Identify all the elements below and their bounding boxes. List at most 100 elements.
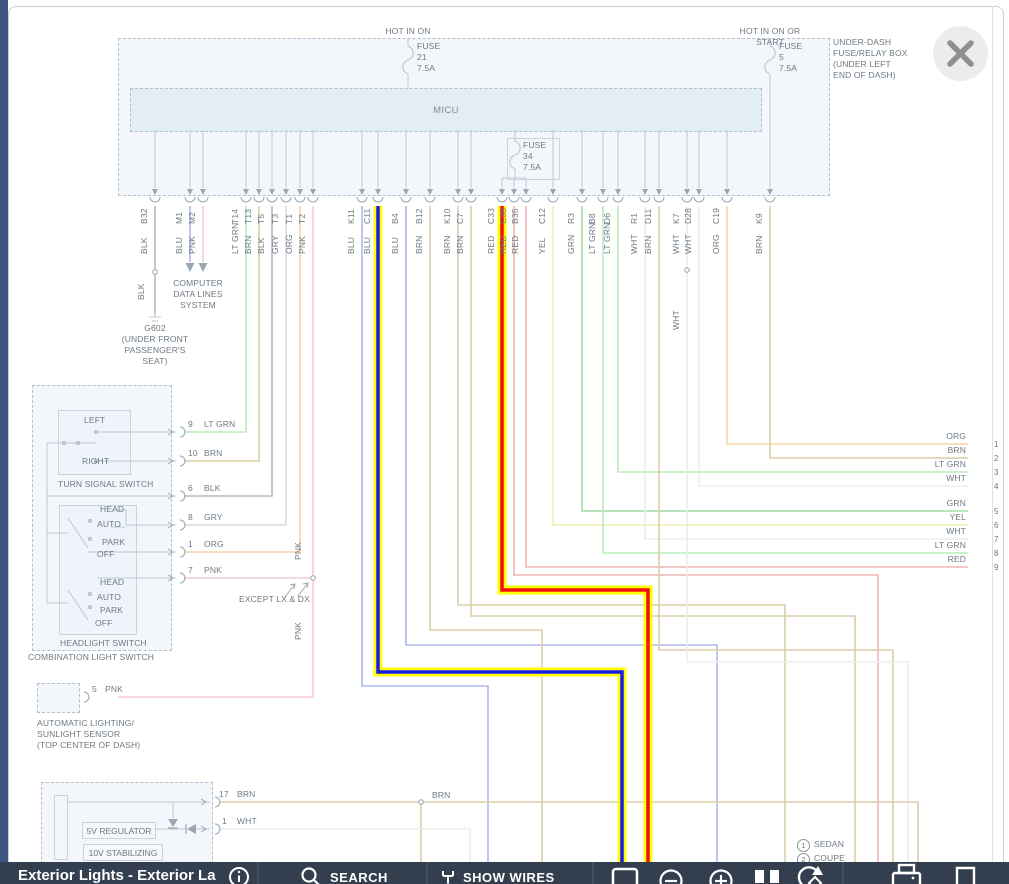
connector-pin-label: B12 bbox=[414, 208, 424, 224]
connector-color-label: BRN bbox=[754, 235, 764, 254]
left-pin-color: LT GRN bbox=[204, 419, 236, 429]
reset-view-button[interactable] bbox=[788, 862, 840, 884]
micu-label: MICU bbox=[433, 104, 459, 116]
connector-pin-label: K11 bbox=[346, 209, 356, 224]
connector-pin-label: K10 bbox=[442, 208, 452, 224]
bottom-toolbar: Exterior Lights - Exterior La SEARCH SHO… bbox=[0, 862, 1009, 884]
connector-color-label: LT GRN bbox=[230, 222, 240, 254]
right-exit-color: LT GRN bbox=[934, 459, 966, 469]
switch-position-label: OFF bbox=[95, 618, 113, 628]
search-button-label: SEARCH bbox=[330, 870, 388, 884]
right-exit-number: 5 bbox=[994, 507, 999, 516]
connector-color-label: WHT bbox=[671, 234, 681, 254]
regulator-10v-label: 10V STABILIZING bbox=[88, 847, 158, 858]
zoom-out-button[interactable] bbox=[648, 862, 698, 884]
connector-pin-label: D11 bbox=[643, 208, 653, 224]
right-exit-color: BRN bbox=[947, 445, 966, 455]
connector-pin-label: T1 bbox=[284, 213, 294, 224]
connector-pin-label: C12 bbox=[537, 207, 547, 224]
connector-color-label: BLU bbox=[346, 237, 356, 254]
right-exit-number: 7 bbox=[994, 535, 999, 544]
switch-position-label: PARK bbox=[102, 537, 126, 547]
diagram-right-rule bbox=[992, 6, 993, 862]
pnk-wire-label-upper: PNK bbox=[293, 542, 303, 560]
connector-color-label: BRN bbox=[643, 235, 653, 254]
connector-pin-label: D28 bbox=[683, 207, 693, 224]
wht-wire-label: WHT bbox=[671, 310, 681, 330]
left-pin-number: 7 bbox=[188, 565, 193, 575]
computer-data-lines-label: COMPUTER DATA LINES SYSTEM bbox=[173, 278, 223, 310]
connector-color-label: BRN bbox=[243, 235, 253, 254]
connector-color-label: BLK bbox=[256, 237, 266, 254]
micu-box: MICU bbox=[130, 88, 762, 132]
pin1-color: WHT bbox=[237, 816, 257, 826]
right-exit-color: YEL bbox=[949, 512, 966, 522]
pnk-wire-label-lower: PNK bbox=[293, 622, 303, 640]
regulator-10v-box: 10V STABILIZING bbox=[83, 844, 163, 861]
left-pin-number: 1 bbox=[188, 539, 193, 549]
zoom-in-button[interactable] bbox=[698, 862, 745, 884]
right-exit-number: 3 bbox=[994, 468, 999, 477]
except-lx-dx-note: EXCEPT LX & DX bbox=[239, 594, 310, 604]
fit-page-button[interactable] bbox=[602, 862, 648, 884]
fuse-21-label: FUSE 21 7.5A bbox=[417, 41, 441, 73]
blk-wire-label: BLK bbox=[136, 283, 146, 300]
left-pin-color: BLK bbox=[204, 483, 221, 493]
connector-color-label: BRN bbox=[414, 235, 424, 254]
sensor-pin-number: 5 bbox=[92, 684, 97, 694]
fuse34-box bbox=[507, 138, 560, 180]
right-exit-color: GRN bbox=[946, 498, 966, 508]
variant-symbol: 1 bbox=[797, 839, 810, 852]
right-exit-number: 9 bbox=[994, 563, 999, 572]
hot-in-on-or-start-label: HOT IN ON OR START bbox=[739, 26, 801, 47]
connector-pin-label: B32 bbox=[139, 208, 149, 224]
print-button[interactable] bbox=[868, 862, 938, 884]
regulator-5v-label: 5V REGULATOR bbox=[86, 825, 152, 836]
connector-pin-label: C7 bbox=[455, 212, 465, 224]
switch-position-label: HEAD bbox=[100, 504, 125, 514]
switch-position-label: HEAD bbox=[100, 577, 125, 587]
pin17-color: BRN bbox=[237, 789, 256, 799]
connector-color-label: PNK bbox=[187, 236, 197, 254]
fuse-5-label: FUSE 5 7.5A bbox=[779, 41, 803, 73]
variant-label: COUPE bbox=[814, 853, 845, 863]
connector-pin-label: B4 bbox=[390, 213, 400, 224]
search-button[interactable] bbox=[258, 862, 427, 884]
hot-in-on-label: HOT IN ON bbox=[385, 26, 431, 36]
connector-color-label: BRN bbox=[455, 235, 465, 254]
connector-pin-label: R1 bbox=[629, 212, 639, 224]
connector-color-label: BLU bbox=[362, 237, 372, 254]
connector-color-label: RED bbox=[498, 235, 508, 254]
connector-color-label: RED bbox=[510, 235, 520, 254]
left-edge-strip bbox=[0, 0, 8, 884]
connector-pin-label: K7 bbox=[671, 213, 681, 224]
connector-color-label: LT GRN bbox=[587, 222, 597, 254]
connector-pin-label: C11 bbox=[362, 208, 372, 224]
sunlight-sensor-label: AUTOMATIC LIGHTING/ SUNLIGHT SENSOR (TOP… bbox=[37, 718, 141, 750]
switch-position-label: OFF bbox=[97, 549, 115, 559]
right-exit-color: WHT bbox=[946, 473, 966, 483]
turn-signal-right-label: RIGHT bbox=[82, 456, 110, 466]
close-button[interactable] bbox=[933, 26, 988, 81]
turn-signal-left-label: LEFT bbox=[84, 415, 106, 425]
connector-pin-label: K9 bbox=[754, 213, 764, 224]
show-wires-button[interactable] bbox=[427, 862, 593, 884]
connector-pin-label: T2 bbox=[297, 213, 307, 224]
diagram-info-button[interactable] bbox=[0, 862, 258, 884]
fusebox-location-note: UNDER-DASH FUSE/RELAY BOX (UNDER LEFT EN… bbox=[833, 37, 908, 80]
connector-pin-label: R3 bbox=[566, 212, 576, 224]
close-icon bbox=[947, 40, 974, 67]
bookmark-button[interactable] bbox=[938, 862, 993, 884]
connector-color-label: GRN bbox=[566, 234, 576, 254]
connector-color-label: LT GRN bbox=[602, 222, 612, 254]
left-pin-number: 8 bbox=[188, 512, 193, 522]
pages-button[interactable] bbox=[745, 862, 788, 884]
connector-pin-label: B35 bbox=[510, 208, 520, 224]
sensor-pin-color: PNK bbox=[105, 684, 123, 694]
connector-pin-label: C38 bbox=[498, 207, 508, 224]
pin1-number: 1 bbox=[222, 816, 227, 826]
connector-pin-label: M1 bbox=[174, 211, 184, 224]
sunlight-sensor-box bbox=[37, 683, 80, 713]
turn-signal-switch-label: TURN SIGNAL SWITCH bbox=[58, 479, 154, 489]
